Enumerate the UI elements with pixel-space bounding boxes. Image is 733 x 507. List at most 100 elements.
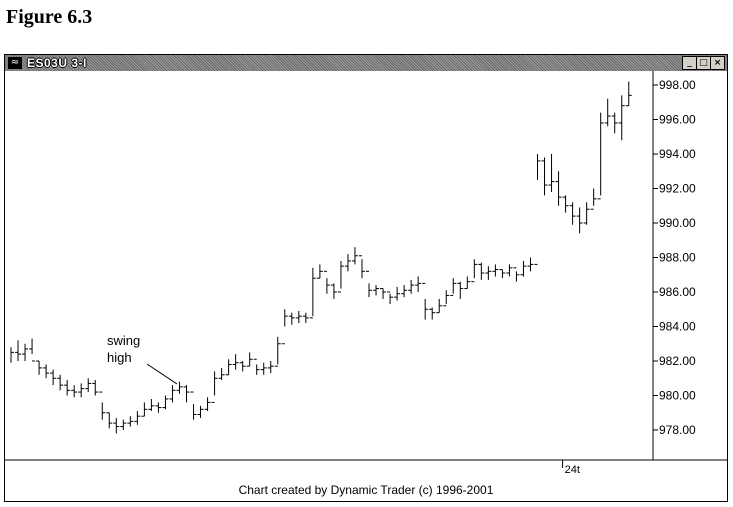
price-bar <box>590 188 597 210</box>
window-title: ES03U 3-I <box>27 56 87 70</box>
y-tick-label: 978.00 <box>659 423 696 437</box>
price-bar <box>288 312 295 325</box>
price-bar <box>604 98 611 127</box>
price-bar <box>64 379 71 396</box>
price-bar <box>457 281 464 299</box>
price-bar <box>359 255 365 279</box>
price-bar <box>162 395 169 410</box>
price-bar <box>148 398 155 412</box>
y-tick-label: 994.00 <box>659 147 696 161</box>
price-bar <box>113 417 120 434</box>
chart-app-icon[interactable]: ≈ <box>8 57 22 69</box>
price-bar <box>548 154 555 192</box>
price-bar <box>10 347 14 363</box>
price-bar <box>85 378 92 393</box>
price-bar <box>401 285 408 298</box>
price-bar <box>232 354 239 370</box>
price-bar <box>50 369 57 386</box>
price-bar <box>520 260 527 277</box>
price-bar <box>492 264 499 277</box>
price-bar <box>204 397 211 412</box>
close-button[interactable]: × <box>710 56 725 70</box>
price-bar <box>429 307 436 320</box>
price-bar <box>71 385 78 398</box>
price-bar <box>344 254 351 272</box>
price-bar <box>295 310 302 324</box>
price-bar <box>478 262 485 280</box>
price-bar <box>106 412 113 429</box>
minimize-button[interactable]: _ <box>682 56 697 70</box>
price-bar <box>78 383 85 398</box>
price-bar <box>506 264 513 277</box>
annotation-arrow <box>146 363 178 385</box>
price-bar <box>141 402 148 417</box>
annotation-swing: swing <box>107 333 140 348</box>
figure-title: Figure 6.3 <box>6 6 93 28</box>
window-titlebar[interactable]: ≈ ES03U 3-I _ □ × <box>5 55 727 71</box>
price-bar <box>562 195 569 213</box>
y-tick-label: 982.00 <box>659 354 696 368</box>
y-tick-label: 992.00 <box>659 182 696 196</box>
price-bar <box>253 358 260 375</box>
y-axis: 998.00 996.00 994.00 992.00 990.00 988.00 986.… <box>653 78 696 437</box>
price-bar <box>169 385 176 403</box>
price-chart: 998.00 996.00 994.00 992.00 990.00 988.00 986.… <box>5 71 727 476</box>
price-bar <box>408 279 415 294</box>
price-bars <box>10 81 632 434</box>
price-bar <box>555 171 562 206</box>
y-tick-label: 980.00 <box>659 389 696 403</box>
y-tick-label: 988.00 <box>659 251 696 265</box>
y-tick-label: 996.00 <box>659 113 696 127</box>
price-bar <box>499 269 506 279</box>
price-bar <box>225 359 232 376</box>
y-tick-label: 990.00 <box>659 216 696 230</box>
price-bar <box>387 291 394 305</box>
price-bar <box>337 260 344 293</box>
price-bar <box>29 338 36 362</box>
price-bar <box>281 309 288 345</box>
price-bar <box>190 391 197 420</box>
price-bar <box>267 361 274 374</box>
price-bar <box>471 259 478 283</box>
price-bar <box>43 364 50 379</box>
price-bar <box>485 266 492 280</box>
footer-credit: Chart created by Dynamic Trader (c) 1996… <box>238 483 494 497</box>
annotation-high: high <box>107 350 132 365</box>
price-bar <box>302 312 309 324</box>
price-bar <box>15 340 22 361</box>
price-bar <box>597 112 604 200</box>
price-bar <box>274 336 281 367</box>
price-bar <box>330 283 337 299</box>
price-bar <box>239 361 246 372</box>
price-bar <box>527 257 534 272</box>
price-bar <box>366 270 373 298</box>
price-bar <box>323 270 330 294</box>
price-bar <box>36 360 43 375</box>
price-bar <box>309 267 316 319</box>
price-bar <box>99 391 106 420</box>
y-tick-label: 984.00 <box>659 320 696 334</box>
price-bar <box>583 202 590 225</box>
y-tick-label: 986.00 <box>659 285 696 299</box>
price-bar <box>513 267 520 282</box>
price-bar <box>625 81 632 107</box>
price-bar <box>380 288 387 299</box>
price-bar <box>57 374 64 391</box>
price-bar <box>576 207 583 234</box>
price-bar <box>197 405 204 418</box>
price-bar <box>316 264 323 279</box>
price-bar <box>260 362 267 375</box>
price-bar <box>218 367 225 380</box>
x-axis: 24t <box>562 460 580 476</box>
price-bar <box>176 381 183 394</box>
price-bar <box>569 202 576 225</box>
price-bar <box>211 371 218 403</box>
price-bar <box>415 276 422 292</box>
y-tick-label: 998.00 <box>659 78 696 92</box>
price-bar <box>611 112 618 134</box>
price-bar <box>618 95 625 141</box>
price-bar <box>422 282 429 320</box>
price-bar <box>120 419 127 430</box>
x-tick-label: 24t <box>565 464 580 476</box>
price-bar <box>443 290 450 307</box>
